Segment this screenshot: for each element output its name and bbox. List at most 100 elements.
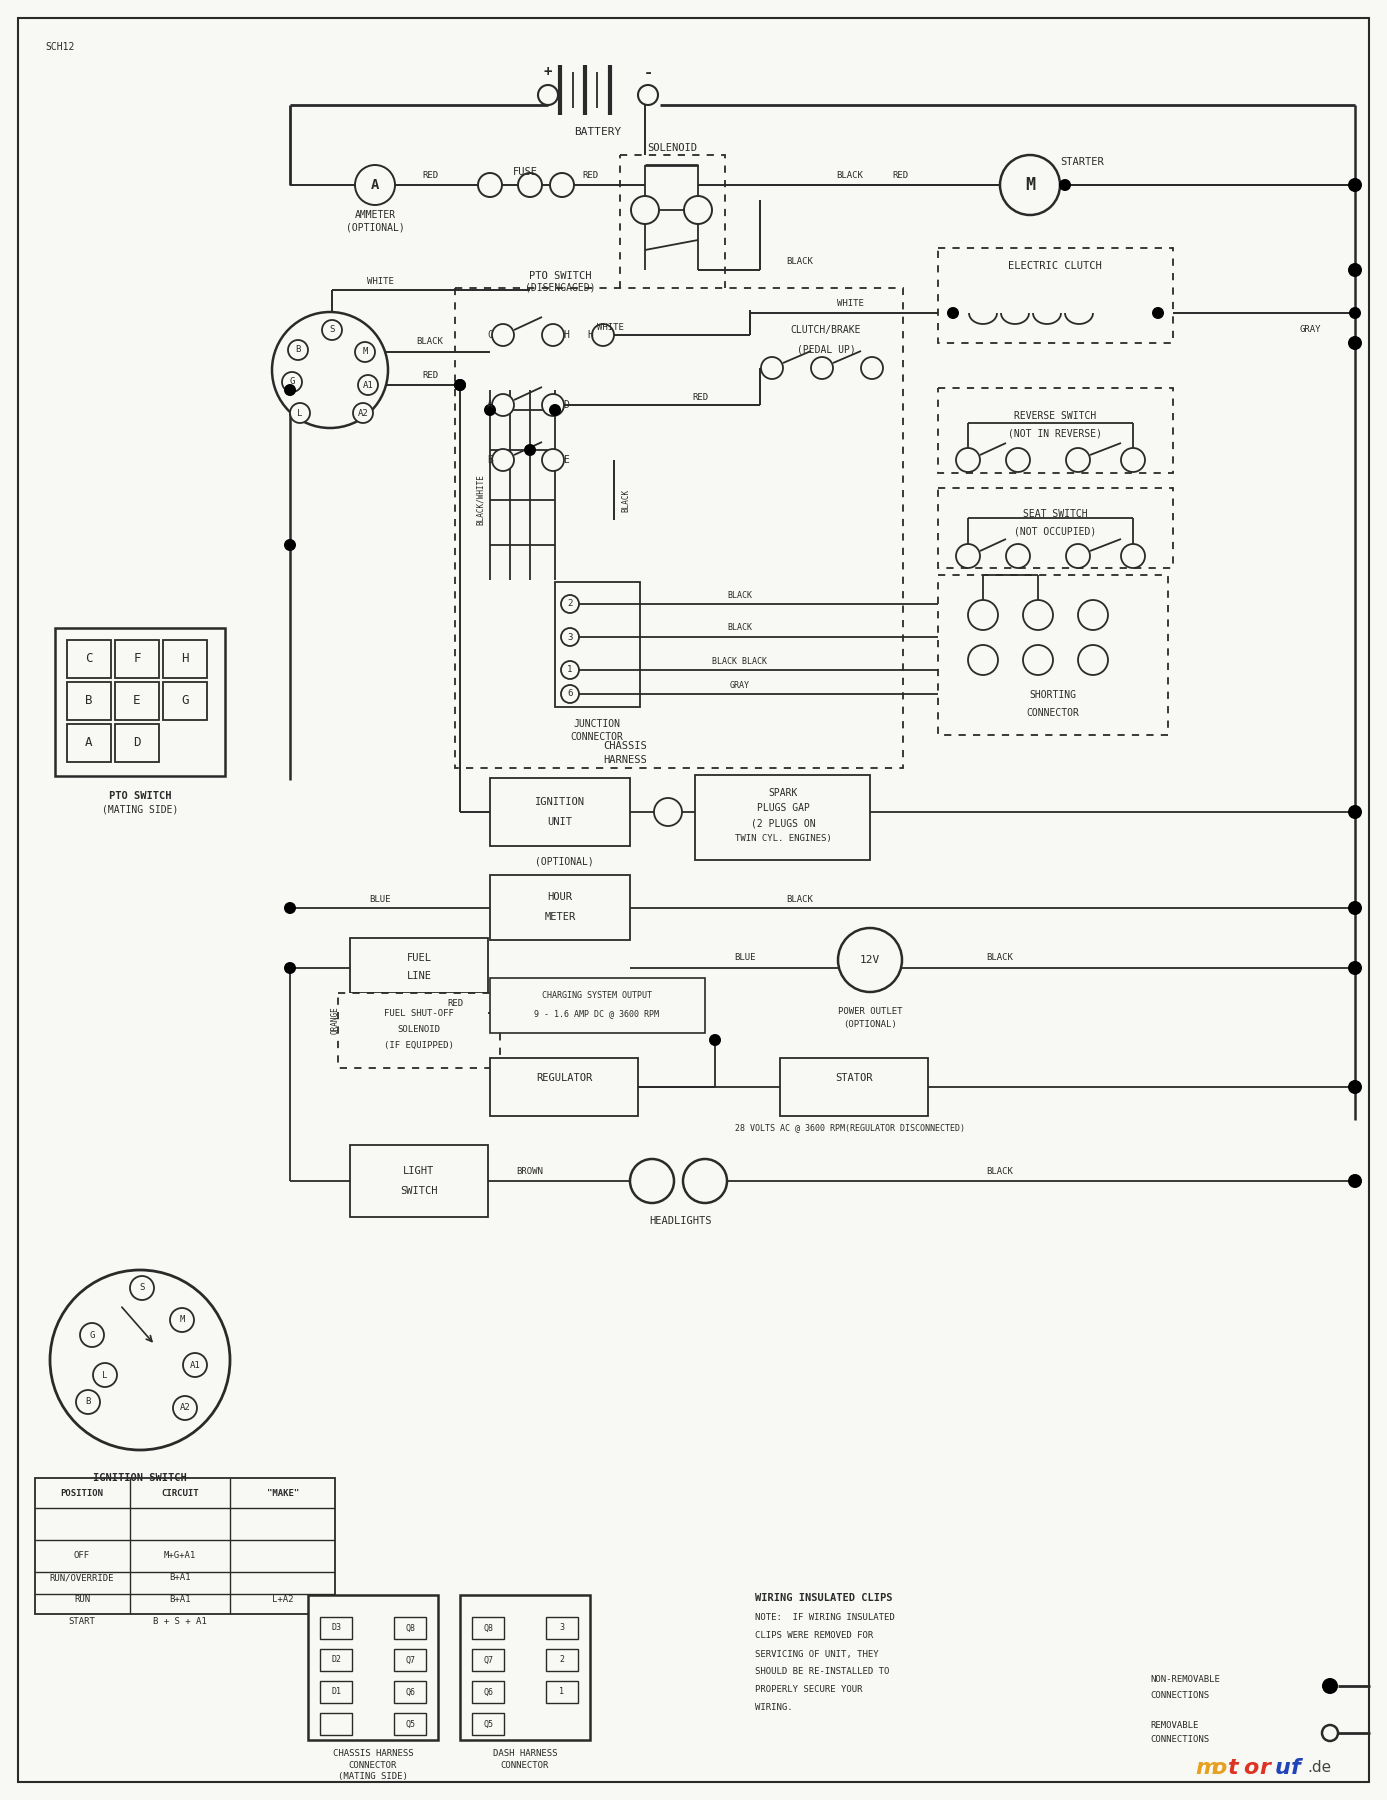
Bar [555, 581, 639, 707]
Circle shape [542, 448, 565, 472]
Bar [472, 1616, 503, 1640]
Text: NOTE:  IF WIRING INSULATED: NOTE: IF WIRING INSULATED [755, 1613, 895, 1622]
Text: A: A [487, 400, 492, 410]
Bar [472, 1681, 503, 1703]
Text: (2 PLUGS ON: (2 PLUGS ON [750, 817, 816, 828]
Circle shape [454, 380, 466, 391]
Circle shape [1350, 902, 1361, 914]
Bar [620, 155, 725, 290]
Text: G: G [89, 1330, 94, 1339]
Text: +: + [544, 65, 552, 79]
Text: Q7: Q7 [483, 1656, 492, 1665]
Text: RED: RED [422, 371, 438, 380]
Circle shape [968, 644, 999, 675]
Bar [320, 1616, 352, 1640]
Circle shape [542, 394, 565, 416]
Circle shape [1350, 1082, 1361, 1093]
Text: RED: RED [422, 171, 438, 180]
Circle shape [542, 324, 565, 346]
Text: A1: A1 [190, 1361, 200, 1370]
Text: RED: RED [892, 171, 908, 180]
Circle shape [492, 394, 515, 416]
Circle shape [1350, 806, 1361, 817]
Circle shape [1348, 178, 1362, 193]
Circle shape [354, 403, 373, 423]
Text: E: E [563, 455, 569, 464]
Circle shape [1121, 448, 1146, 472]
Bar [115, 682, 160, 720]
Text: NON-REMOVABLE: NON-REMOVABLE [1150, 1676, 1221, 1685]
Text: B: B [487, 455, 492, 464]
Text: (OPTIONAL): (OPTIONAL) [345, 223, 405, 232]
Circle shape [284, 961, 295, 974]
Circle shape [1006, 544, 1031, 569]
Bar [546, 1649, 578, 1670]
Text: G: G [182, 695, 189, 707]
Circle shape [1348, 263, 1362, 277]
Text: BLACK: BLACK [728, 590, 753, 599]
Text: 6: 6 [567, 689, 573, 698]
Text: CONNECTIONS: CONNECTIONS [1150, 1735, 1209, 1744]
Circle shape [50, 1271, 230, 1451]
Text: M+G+A1: M+G+A1 [164, 1552, 196, 1561]
Bar [338, 994, 499, 1067]
Text: AMMETER: AMMETER [355, 211, 395, 220]
Text: HEADLIGHTS: HEADLIGHTS [649, 1217, 712, 1226]
Bar [546, 1616, 578, 1640]
Text: (OPTIONAL): (OPTIONAL) [843, 1019, 897, 1028]
Text: A2: A2 [358, 409, 369, 418]
Text: (NOT OCCUPIED): (NOT OCCUPIED) [1014, 527, 1096, 536]
Text: PTO SWITCH: PTO SWITCH [108, 790, 171, 801]
Circle shape [1024, 599, 1053, 630]
Text: CONNECTOR: CONNECTOR [501, 1760, 549, 1769]
Circle shape [1322, 1678, 1338, 1694]
Text: CONNECTOR: CONNECTOR [348, 1760, 397, 1769]
Text: PTO SWITCH: PTO SWITCH [528, 272, 591, 281]
Circle shape [173, 1397, 197, 1420]
Circle shape [811, 356, 834, 380]
Text: "MAKE": "MAKE" [266, 1489, 300, 1498]
Text: PROPERLY SECURE YOUR: PROPERLY SECURE YOUR [755, 1685, 863, 1694]
Bar [472, 1649, 503, 1670]
Circle shape [358, 374, 379, 394]
Text: A1: A1 [362, 380, 373, 389]
Text: SOLENOID: SOLENOID [646, 142, 698, 153]
Circle shape [524, 445, 535, 455]
Text: 9 - 1.6 AMP DC @ 3600 RPM: 9 - 1.6 AMP DC @ 3600 RPM [534, 1010, 659, 1019]
Text: o: o [1211, 1759, 1226, 1778]
Text: M: M [362, 347, 368, 356]
Text: 2: 2 [567, 599, 573, 608]
Circle shape [1060, 178, 1071, 191]
Text: S: S [329, 326, 334, 335]
Text: E: E [133, 695, 140, 707]
Bar [394, 1714, 426, 1735]
Text: JUNCTION: JUNCTION [573, 718, 620, 729]
Text: GRAY: GRAY [1300, 326, 1320, 335]
Text: CHASSIS: CHASSIS [603, 742, 646, 751]
Text: (OPTIONAL): (OPTIONAL) [534, 857, 594, 868]
Bar [490, 1058, 638, 1116]
Text: BLACK: BLACK [786, 895, 813, 904]
Text: BLACK: BLACK [728, 623, 753, 632]
Bar [394, 1616, 426, 1640]
Bar [67, 641, 111, 679]
Circle shape [1078, 644, 1108, 675]
Text: 3: 3 [559, 1624, 565, 1633]
Bar [394, 1649, 426, 1670]
Text: D1: D1 [331, 1688, 341, 1696]
Text: M: M [179, 1316, 184, 1325]
Text: WIRING.: WIRING. [755, 1703, 792, 1712]
Circle shape [838, 929, 902, 992]
Text: ORANGE: ORANGE [330, 1006, 340, 1033]
Text: UNIT: UNIT [548, 817, 573, 826]
Text: (PEDAL UP): (PEDAL UP) [796, 346, 856, 355]
Bar [164, 682, 207, 720]
Circle shape [355, 166, 395, 205]
Text: CHARGING SYSTEM OUTPUT: CHARGING SYSTEM OUTPUT [542, 992, 652, 1001]
Text: CONNECTOR: CONNECTOR [570, 733, 623, 742]
Bar [67, 724, 111, 761]
Text: LIGHT: LIGHT [404, 1166, 434, 1175]
Text: IGNITION SWITCH: IGNITION SWITCH [93, 1472, 187, 1483]
Text: Q6: Q6 [483, 1688, 492, 1696]
Circle shape [1350, 1175, 1361, 1186]
